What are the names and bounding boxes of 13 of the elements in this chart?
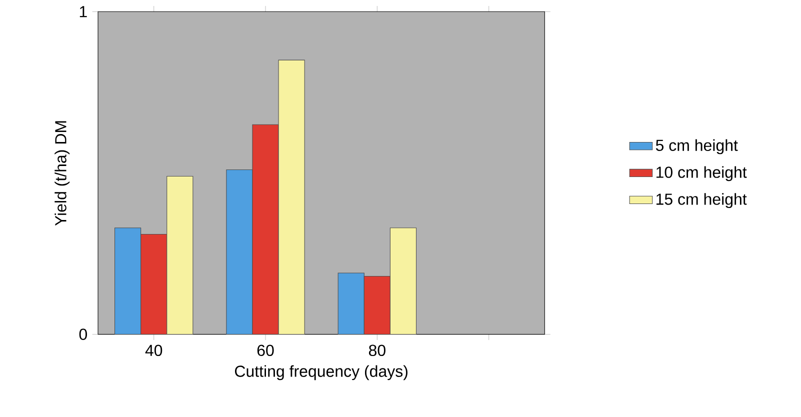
x-tick-label: 60: [257, 344, 274, 356]
x-axis-title: Cutting frequency (days): [235, 365, 408, 380]
legend-label: 15 cm height: [656, 193, 747, 208]
y-tick-label: 1: [80, 6, 87, 18]
y-axis-title: Yield (t/ha) DM: [54, 121, 70, 226]
x-tick-label: 40: [145, 344, 162, 356]
x-tick-label: 80: [368, 344, 386, 356]
bar: [252, 124, 279, 334]
y-tick-label: 0: [79, 328, 87, 340]
bar: [364, 276, 390, 334]
legend-label: 5 cm height: [656, 139, 738, 154]
bar: [140, 234, 168, 334]
legend-label: 10 cm height: [656, 166, 747, 182]
